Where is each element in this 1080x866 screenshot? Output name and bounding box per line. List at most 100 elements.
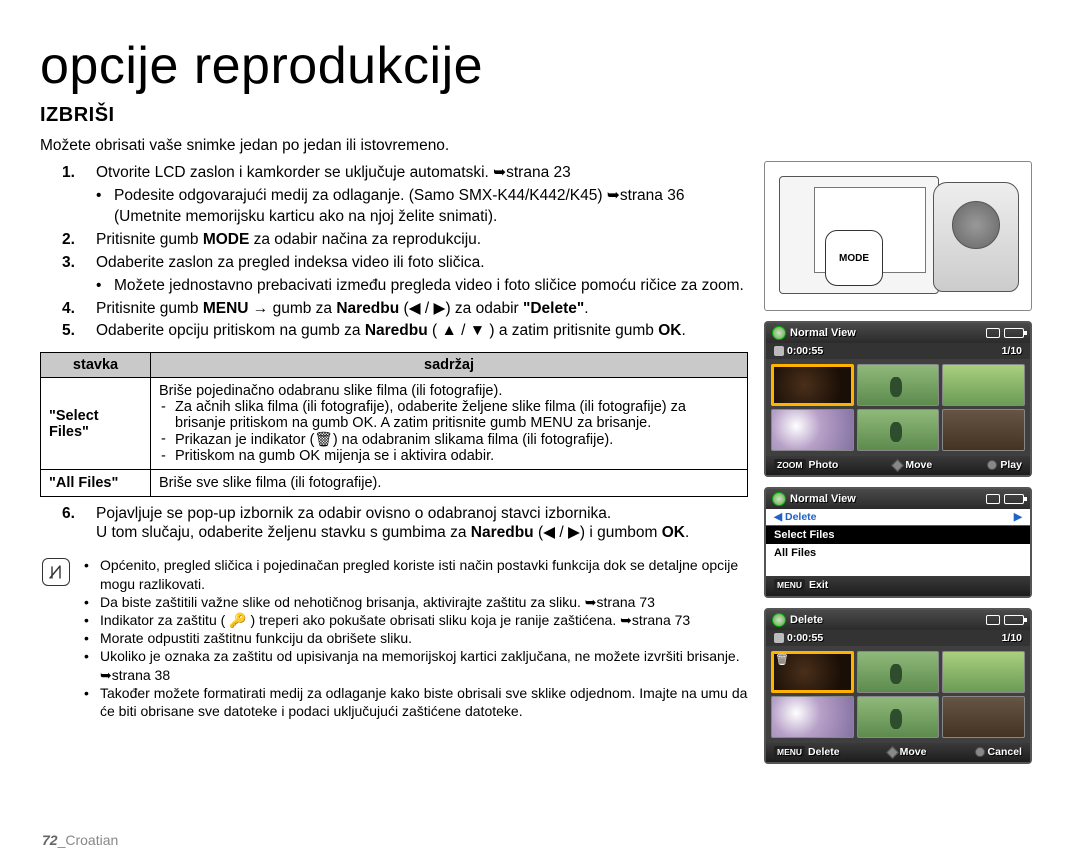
card-icon [986,615,1000,625]
r1-li3: Pritiskom na gumb OK mijenja se i aktivi… [159,448,739,464]
step-5-a: Odaberite opciju pritiskom na gumb za [96,322,365,339]
thumb-2 [857,651,940,693]
lcd1-count: 1/10 [1002,345,1022,357]
instructions-column: Otvorite LCD zaslon i kamkorder se uklju… [40,161,748,764]
step-6b-naredbu: Naredbu [471,524,534,541]
thumb-5 [857,696,940,738]
lcd-preview-3: Delete 0:00:55 1/10 🗑 MENUDelete Move Ca… [764,608,1032,764]
note-5: Ukoliko je oznaka za zaštitu od upisivan… [84,647,748,683]
lcd2-menu-hdr: Delete [785,511,817,523]
cancel-icon [975,747,985,757]
note-1: Općenito, pregled sličica i pojedinačan … [84,556,748,592]
step-4-menu: MENU [203,300,249,317]
step-6b-a: U tom slučaju, odaberite željenu stavku … [96,524,471,541]
lcd1-title: Normal View [790,327,982,339]
lcd2-select-files: Select Files [766,526,1030,544]
lcd1-time: 0:00:55 [787,345,823,357]
lcd1-photo: Photo [809,459,839,471]
trash-icon: 🗑 [775,655,786,666]
cell-select-files-desc: Briše pojedinačno odabranu slike filma (… [151,378,748,470]
cell-all-files: "All Files" [41,470,151,497]
lcd3-move: Move [900,746,927,758]
lcd1-grid [766,359,1030,456]
thumb-6 [942,696,1025,738]
r1-toptext: Briše pojedinačno odabranu slike filma (… [159,383,502,399]
thumb-4 [771,696,854,738]
note-4: Morate odpustiti zaštitnu funkciju da ob… [84,629,748,647]
step-5: Odaberite opciju pritiskom na gumb za Na… [40,321,748,342]
lcd-preview-2: Normal View ◀ Delete▶ Select Files All F… [764,487,1032,598]
step-6-num: 6. [62,505,75,523]
lcd3-title: Delete [790,614,982,626]
lcd2-title: Normal View [790,493,982,505]
lcd3-time: 0:00:55 [787,632,823,644]
step-6b-c: (◀ / ▶) i gumbom [534,524,662,541]
clip-icon [774,346,784,356]
step-3: Odaberite zaslon za pregled indeksa vide… [40,253,748,297]
thumb-5 [857,409,940,451]
lcd2-menu-tag: MENU [774,579,805,591]
step-4-delete: "Delete" [523,300,584,317]
step-5-ok: OK [658,322,681,339]
step-1: Otvorite LCD zaslon i kamkorder se uklju… [40,163,748,228]
step-2-a: Pritisnite gumb [96,231,203,248]
thumb-3 [942,651,1025,693]
mode-button: MODE [825,230,883,286]
th-stavka: stavka [41,353,151,378]
lcd3-grid: 🗑 [766,646,1030,743]
step-3-bullet: Možete jednostavno prebacivati između pr… [96,276,748,297]
step-4-naredbu: Naredbu [336,300,399,317]
step-2-c: za odabir načina za reprodukciju. [249,231,481,248]
move-icon [886,746,899,759]
clip-icon [774,633,784,643]
battery-icon [1004,494,1024,504]
lcd1-zoom-tag: ZOOM [774,459,806,471]
lcd2-menu: ◀ Delete▶ Select Files All Files [766,509,1030,576]
step-1-text: Otvorite LCD zaslon i kamkorder se uklju… [96,164,571,181]
cam-body [933,182,1019,292]
thumb-3 [942,364,1025,406]
camcorder-illustration: MODE [764,161,1032,311]
step-6: 6. Pojavljuje se pop-up izbornik za odab… [40,505,748,542]
page-title: opcije reprodukcije [40,36,1040,96]
step-1-bullet: Podesite odgovarajući medij za odlaganje… [96,186,748,228]
thumb-1: 🗑 [771,651,854,693]
lcd3-cancel: Cancel [988,746,1022,758]
page-number: 72 [42,832,58,848]
illustration-column: MODE Normal View 0:00:55 1/10 [764,161,1040,764]
battery-icon [1004,328,1024,338]
note-3: Indikator za zaštitu ( 🔑 ) treperi ako p… [84,611,748,629]
step-4-g: . [584,300,588,317]
step-3-text: Odaberite zaslon za pregled indeksa vide… [96,254,485,271]
battery-icon [1004,615,1024,625]
notes-list: Općenito, pregled sličica i pojedinačan … [84,556,748,720]
lcd3-menu-tag: MENU [774,746,805,758]
lcd2-all-files: All Files [766,544,1030,562]
th-sadrzaj: sadržaj [151,353,748,378]
options-table: stavka sadržaj "Select Files" Briše poje… [40,352,748,497]
card-icon [986,328,1000,338]
step-2: Pritisnite gumb MODE za odabir načina za… [40,230,748,251]
page-footer: 72_Croatian [42,832,118,848]
step-4-e: (◀ / ▶) za odabir [399,300,523,317]
lcd3-count: 1/10 [1002,632,1022,644]
globe-icon [772,613,786,627]
lcd1-move: Move [905,459,932,471]
cell-select-files: "Select Files" [41,378,151,470]
intro-text: Možete obrisati vaše snimke jedan po jed… [40,137,1040,155]
globe-icon [772,492,786,506]
step-6b-e: . [685,524,689,541]
step-5-naredbu: Naredbu [365,322,428,339]
cell-all-files-desc: Briše sve slike filma (ili fotografije). [151,470,748,497]
r1-li2: Prikazan je indikator (🗑) na odabranim s… [159,431,739,448]
r1-li1: Za ačnih slika filma (ili fotografije), … [159,399,739,431]
move-icon [892,459,905,472]
step-4-a: Pritisnite gumb [96,300,203,317]
step-5-c: ( ▲ / ▼ ) a zatim pritisnite gumb [428,322,659,339]
lcd3-delete: Delete [808,746,840,758]
play-icon [987,460,997,470]
note-icon [42,558,70,586]
lcd1-play: Play [1000,459,1022,471]
step-4-c: → gumb za [248,300,336,317]
note-2: Da biste zaštitili važne slike od nehoti… [84,593,748,611]
